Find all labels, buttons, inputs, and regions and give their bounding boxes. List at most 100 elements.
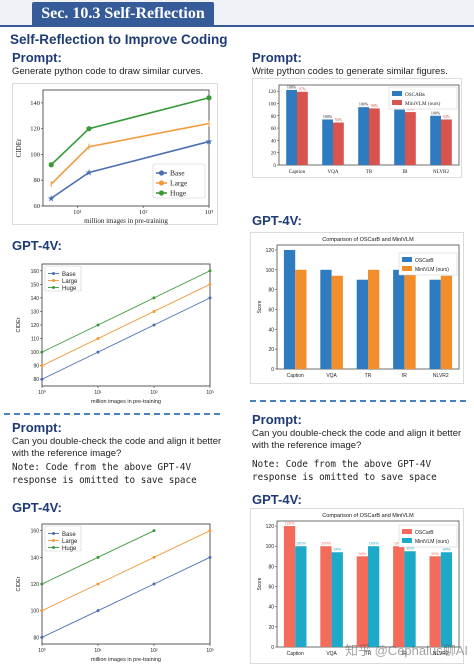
data-label: 100% bbox=[431, 110, 441, 115]
data-label: 120% bbox=[285, 522, 295, 526]
data-point bbox=[208, 282, 212, 286]
y-tick-label: 120 bbox=[266, 524, 275, 530]
data-label: 100% bbox=[369, 542, 379, 546]
data-point bbox=[96, 337, 100, 341]
bar-oscar bbox=[394, 109, 405, 165]
legend-label: Huge bbox=[170, 189, 187, 198]
legend-swatch bbox=[402, 257, 412, 262]
refine-right-text: Can you double-check the code and align … bbox=[252, 428, 462, 451]
data-point bbox=[40, 582, 44, 586]
y-tick-label: 40 bbox=[268, 327, 274, 333]
y-tick-label: 20 bbox=[271, 151, 277, 157]
y-tick-label: 120 bbox=[31, 582, 40, 588]
y-tick-label: 120 bbox=[31, 323, 40, 329]
y-tick-label: 100 bbox=[266, 268, 275, 274]
gpt4v-curves-chart-1: 80 90 100 110 120 130 140 150 160 10⁰ 10¹ 10² 10³ mil… bbox=[16, 263, 214, 405]
legend-marker bbox=[52, 272, 55, 275]
chart-title: Comparison of OSCarB and MiniVLM bbox=[322, 513, 414, 519]
data-label: 98% bbox=[371, 103, 379, 108]
x-tick-label: Caption bbox=[289, 169, 306, 175]
header-rule bbox=[0, 25, 474, 27]
x-tick-label: VQA bbox=[326, 373, 337, 379]
refine-left-text: Can you double-check the code and align … bbox=[12, 436, 222, 459]
x-tick-label: 10³ bbox=[206, 390, 214, 396]
legend-label: Huge bbox=[62, 286, 77, 292]
legend-label: Base bbox=[62, 272, 76, 278]
x-tick-label: Caption bbox=[287, 651, 304, 657]
data-point bbox=[50, 181, 52, 188]
legend-label: Large bbox=[62, 539, 78, 545]
bar-minivlm bbox=[368, 269, 380, 369]
data-label: 94% bbox=[443, 548, 451, 552]
data-point bbox=[152, 582, 156, 586]
x-tick-label: TR bbox=[366, 169, 373, 175]
legend-label: MiniVLM (ours) bbox=[415, 267, 449, 273]
gpt4v-label-4: GPT-4V: bbox=[252, 492, 302, 507]
left-prompt-label: Prompt: bbox=[12, 50, 62, 65]
data-point bbox=[96, 323, 100, 327]
legend-label: OSCarB bbox=[415, 258, 434, 264]
y-tick-label: 60 bbox=[271, 126, 277, 132]
refine-right-label: Prompt: bbox=[252, 412, 302, 427]
x-tick-label: 10¹ bbox=[73, 209, 82, 216]
y-tick-label: 60 bbox=[268, 585, 274, 591]
y-tick-label: 100 bbox=[31, 350, 40, 356]
legend-label: Base bbox=[62, 532, 76, 538]
data-point bbox=[86, 126, 92, 132]
divider-left bbox=[4, 413, 220, 415]
data-point bbox=[40, 377, 44, 381]
legend-marker bbox=[52, 546, 55, 549]
gpt4v-label-3: GPT-4V: bbox=[12, 500, 62, 515]
x-tick-label: 10⁰ bbox=[38, 648, 46, 654]
bar-minivlm bbox=[440, 552, 453, 647]
data-point bbox=[152, 555, 156, 559]
bar-oscar bbox=[393, 269, 405, 369]
bar-minivlm bbox=[404, 551, 416, 647]
x-tick-label: IR bbox=[402, 373, 407, 379]
data-label: 100% bbox=[287, 84, 297, 89]
divider-right bbox=[250, 400, 466, 402]
x-tick-label: 10² bbox=[139, 209, 148, 216]
y-axis-label: CIDEr bbox=[16, 317, 22, 332]
right-prompt-label: Prompt: bbox=[252, 50, 302, 65]
bar-minivlm bbox=[404, 274, 416, 369]
legend-label: Base bbox=[170, 169, 185, 178]
y-tick-label: 120 bbox=[30, 126, 40, 133]
legend-swatch bbox=[392, 91, 402, 96]
x-tick-label: IR bbox=[402, 169, 408, 175]
chart-title: Comparison of OSCarB and MiniVLM bbox=[322, 237, 414, 243]
legend-label: OSCARʙ bbox=[405, 92, 425, 98]
bar-minivlm bbox=[405, 112, 416, 165]
left-prompt-text: Generate python code to draw similar cur… bbox=[12, 66, 204, 77]
y-axis-label: Score bbox=[257, 300, 263, 313]
bar-oscar bbox=[283, 249, 296, 369]
x-tick-label: TR bbox=[365, 373, 372, 379]
right-prompt-text: Write python codes to generate similar f… bbox=[252, 66, 448, 77]
x-tick-label: 10² bbox=[150, 648, 158, 654]
section-title: Self-Reflection to Improve Coding bbox=[10, 32, 228, 47]
y-tick-label: 80 bbox=[268, 564, 274, 570]
series-line-huge bbox=[41, 270, 211, 353]
legend-label: MiniVLM (ours) bbox=[405, 100, 441, 107]
y-tick-label: 80 bbox=[33, 377, 39, 383]
y-tick-label: 0 bbox=[273, 163, 276, 169]
legend-label: Large bbox=[62, 279, 78, 285]
data-label: 95% bbox=[406, 547, 414, 551]
series-line-base bbox=[41, 297, 211, 380]
x-tick-label: 10⁰ bbox=[38, 390, 46, 396]
y-tick-label: 0 bbox=[271, 645, 274, 651]
bar-oscar bbox=[322, 119, 333, 165]
series-line-large bbox=[41, 530, 211, 612]
y-tick-label: 0 bbox=[271, 367, 274, 373]
data-label: 100% bbox=[321, 542, 331, 546]
legend-marker bbox=[158, 190, 165, 196]
reference-curves-chart: 60 80 100 120 140 10¹ 10² 10³ million images in … bbox=[15, 89, 213, 225]
x-tick-label: 10² bbox=[150, 390, 158, 396]
bar-minivlm bbox=[295, 269, 307, 369]
bar-oscar bbox=[283, 526, 296, 647]
data-label: 90% bbox=[359, 552, 367, 556]
y-tick-label: 100 bbox=[268, 101, 276, 107]
y-axis-label: Score bbox=[257, 577, 263, 590]
y-tick-label: 140 bbox=[31, 296, 40, 302]
x-tick-label: IR bbox=[402, 651, 407, 657]
